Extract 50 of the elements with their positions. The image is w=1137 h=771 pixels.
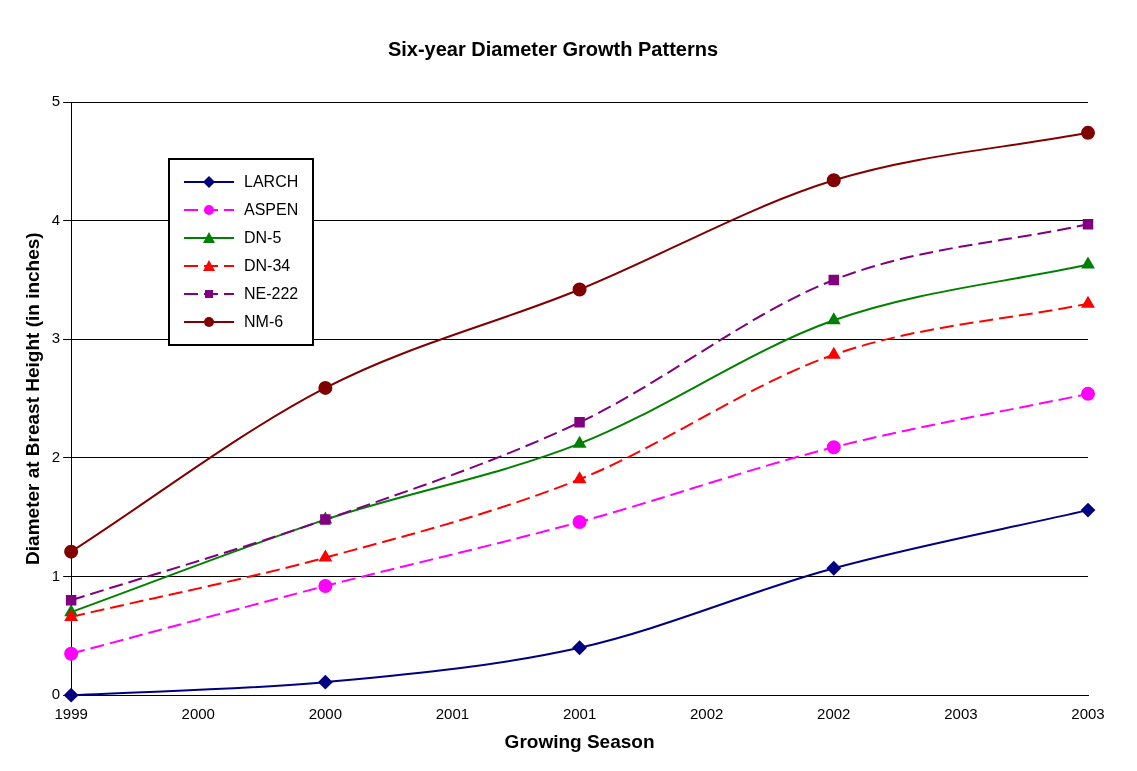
point bbox=[573, 436, 586, 448]
point bbox=[574, 417, 585, 428]
point bbox=[1081, 296, 1095, 308]
point bbox=[318, 579, 333, 594]
y-tick-label: 4 bbox=[51, 210, 61, 228]
point bbox=[573, 472, 586, 484]
x-tick-label: 2003 bbox=[944, 705, 978, 723]
point bbox=[828, 274, 840, 286]
point bbox=[827, 313, 840, 325]
y-tick-label: 1 bbox=[51, 566, 61, 584]
legend-label: DN-5 bbox=[244, 229, 282, 247]
point bbox=[826, 173, 841, 188]
legend-label: NM-6 bbox=[244, 313, 284, 331]
point bbox=[826, 440, 841, 455]
point bbox=[572, 282, 587, 297]
point bbox=[65, 595, 77, 606]
legend-label: NE-222 bbox=[244, 285, 299, 303]
x-tick-label: 2001 bbox=[562, 705, 597, 723]
x-axis-title: Growing Season bbox=[504, 730, 655, 752]
y-tick-label: 3 bbox=[51, 329, 61, 347]
y-tick-label: 0 bbox=[51, 685, 61, 703]
x-tick-label: 2000 bbox=[308, 705, 343, 723]
x-tick-label: 2002 bbox=[817, 705, 851, 723]
x-tick-label: 1999 bbox=[54, 705, 88, 723]
point bbox=[572, 640, 587, 655]
legend-label: ASPEN bbox=[244, 201, 299, 219]
x-tick-label: 2003 bbox=[1071, 705, 1105, 723]
point bbox=[826, 561, 841, 576]
point bbox=[318, 380, 333, 395]
point bbox=[1081, 503, 1095, 518]
legend-label: DN-34 bbox=[244, 257, 291, 275]
point bbox=[1082, 218, 1094, 230]
y-axis-title: Diameter at Breast Height (in inches) bbox=[21, 232, 43, 565]
point bbox=[1081, 386, 1095, 401]
point bbox=[1081, 257, 1095, 269]
point bbox=[827, 347, 840, 359]
point bbox=[64, 544, 79, 559]
chart-title: Six-year Diameter Growth Patterns bbox=[387, 37, 719, 60]
point bbox=[1081, 125, 1095, 140]
point bbox=[64, 609, 78, 621]
point bbox=[319, 550, 332, 562]
y-tick-label: 5 bbox=[51, 92, 61, 110]
point bbox=[572, 514, 587, 529]
x-tick-label: 2001 bbox=[435, 705, 470, 723]
x-tick-label: 2002 bbox=[689, 705, 724, 723]
y-tick-label: 2 bbox=[51, 448, 61, 466]
x-tick-label: 2000 bbox=[181, 705, 215, 723]
point bbox=[64, 646, 79, 661]
legend-label: LARCH bbox=[244, 173, 299, 191]
point bbox=[318, 675, 333, 690]
